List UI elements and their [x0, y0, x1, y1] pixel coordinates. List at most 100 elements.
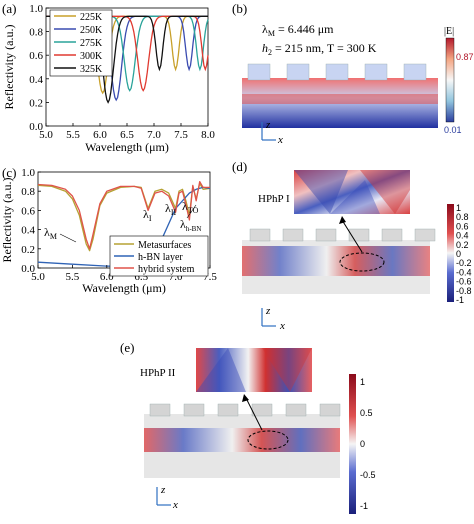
y-tick-label-c: 0.0	[21, 263, 35, 275]
x-tick-label-a: 6.5	[120, 129, 134, 141]
inset-d-pattern	[294, 170, 410, 214]
colorbar-d	[447, 204, 454, 302]
colorbar-tick-label: -0.4	[456, 267, 472, 277]
meta-blocks-e	[149, 403, 341, 417]
colorbar-e-ticks: 1 0.5 0 -0.5 -1	[360, 377, 376, 511]
meta-block	[251, 403, 273, 417]
panel-b-lambda-text: λM = 6.446 μm	[262, 22, 334, 38]
meta-block	[285, 403, 307, 417]
meta-blocks-d	[249, 228, 436, 242]
colorbar-tick-label: 0.8	[456, 212, 469, 222]
x-tick-label-a: 5.5	[66, 129, 80, 141]
axis-z-b: z	[265, 119, 271, 131]
panel-a-label: (a)	[2, 1, 16, 16]
hbn-field-e	[144, 428, 340, 452]
legend-a-label: 250K	[80, 25, 103, 36]
plot-c-annotations: λM λI λII λTO λh-BN	[44, 199, 201, 243]
x-tick-label-c: 5.5	[66, 271, 80, 283]
colorbar-b-min: 0.01	[444, 125, 462, 135]
field-map-d	[242, 216, 436, 294]
y-tick-label-c: 1.0	[21, 167, 35, 179]
panel-b-params-text: h2 = 215 nm, T = 300 K	[262, 41, 377, 57]
colorbar-tick-label: 0.2	[456, 240, 469, 250]
annotation-lambda-m: λM	[44, 225, 57, 241]
y-tick-label-a: 0.4	[29, 74, 43, 86]
axis-x-d: x	[279, 320, 285, 332]
colorbar-b-title: |E|	[444, 26, 454, 37]
y-tick-label-c: 0.6	[21, 205, 35, 217]
y-tick-label-a: 0.2	[29, 97, 43, 109]
y-tick-label-c: 0.2	[21, 244, 35, 256]
inset-d-field	[294, 170, 410, 214]
meta-block	[319, 403, 341, 417]
plot-a-legend: 225K 250K 275K 300K 325K	[49, 9, 113, 77]
y-tick-label-a: 0.6	[29, 50, 43, 62]
meta-block	[414, 228, 436, 242]
hbn-layer-b	[242, 94, 438, 104]
highlight-ellipse-e	[247, 430, 289, 450]
legend-c-label: h-BN layer	[138, 252, 183, 263]
legend-a-label: 225K	[80, 12, 103, 23]
panel-c-label: (c)	[2, 165, 16, 180]
inset-d-title: HPhP I	[258, 193, 290, 205]
panel-d-label: (d)	[232, 159, 247, 174]
colorbar-tick-label: 0.4	[456, 231, 469, 241]
meta-blocks-b	[247, 63, 427, 81]
y-tick-label-c: 0.4	[21, 225, 35, 237]
x-tick-label-a: 5.0	[39, 129, 53, 141]
y-tick-label-a: 0.0	[29, 121, 43, 133]
legend-c-label: hybrid system	[138, 264, 195, 275]
axis-x-e: x	[172, 499, 178, 511]
colorbar-tick-label: 0.5	[360, 408, 373, 418]
axes-glyph-e: z x	[156, 484, 178, 511]
inset-e-field	[196, 348, 312, 392]
colorbar-tick-label: 0.6	[456, 221, 469, 231]
panel-e-label: (e)	[120, 340, 134, 355]
x-tick-label-a: 8.0	[201, 129, 215, 141]
colorbar-b	[445, 37, 455, 123]
legend-a-label: 300K	[80, 51, 103, 62]
colorbar-tick-label: 1	[456, 203, 461, 213]
meta-block	[381, 228, 403, 242]
x-tick-label-a: 7.5	[174, 129, 188, 141]
annotation-lambda-1: λI	[143, 207, 152, 223]
panel-c: (c) 5.0 5.5 6.0 6.5 7.0 7.50.00.20.40.60.81.0…	[0, 165, 217, 295]
colorbar-tick-label: -1	[360, 501, 368, 511]
meta-block	[325, 63, 349, 81]
meta-block	[348, 228, 370, 242]
field-map-b	[242, 63, 438, 128]
panel-a: (a) 5.0 5.5 6.0 6.5 7.0 7.5 8.0 0.0 0.2 0.4 0.6 0.8…	[2, 1, 215, 154]
annotation-lambda-2: λII	[165, 201, 176, 217]
inset-e-pattern	[196, 348, 312, 392]
y-axis-label-a: Reflectivity (a.u.)	[2, 25, 16, 110]
meta-block	[403, 63, 427, 81]
colorbar-tick-label: -0.8	[456, 286, 472, 296]
annotation-lambda-to: λTO	[182, 199, 199, 215]
colorbar-b-max: 0.87	[456, 52, 474, 62]
field-map-e	[144, 394, 341, 478]
legend-a-label: 275K	[80, 38, 103, 49]
colorbar-d-ticks: 10.80.60.40.20-0.2-0.4-0.6-0.8-1	[456, 203, 472, 305]
annotation-lambda-hbn: λh-BN	[180, 217, 201, 233]
panel-b-label: (b)	[232, 1, 247, 16]
colorbar-e	[349, 374, 356, 514]
meta-block	[247, 63, 271, 81]
y-tick-label-c: 0.8	[21, 186, 35, 198]
inset-e-title: HPhP II	[140, 367, 176, 379]
colorbar-tick-label: -0.2	[456, 258, 472, 268]
colorbar-tick-label: -0.5	[360, 470, 376, 480]
meta-block	[217, 403, 239, 417]
meta-block	[282, 228, 304, 242]
x-tick-label-a: 7.0	[147, 129, 161, 141]
colorbar-tick-label: 0	[456, 249, 461, 259]
series-line-hybrid-system	[37, 180, 210, 250]
y-tick-label-a: 0.8	[29, 27, 43, 39]
axis-z-d: z	[265, 305, 271, 317]
meta-block	[149, 403, 171, 417]
legend-c-label: Metasurfaces	[138, 240, 191, 251]
hbn-field-d	[242, 246, 430, 276]
legend-a-label: 325K	[80, 64, 103, 75]
colorbar-tick-label: 1	[360, 377, 365, 387]
